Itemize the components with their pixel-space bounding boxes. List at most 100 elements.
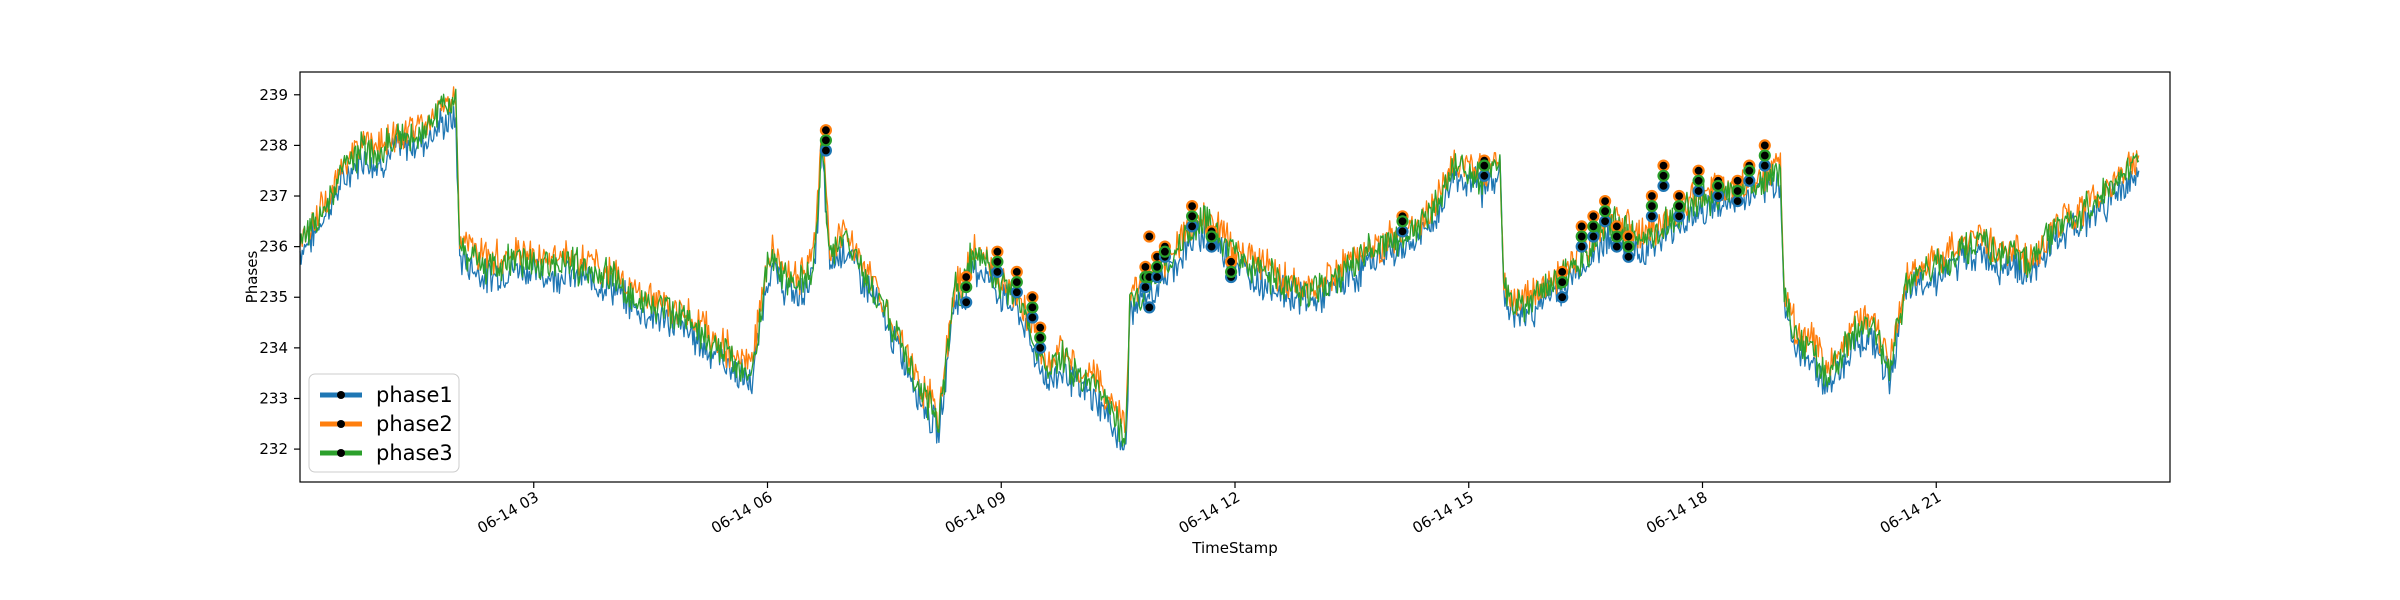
anomaly-point-phase3 [1674, 201, 1684, 211]
series-line-phase2 [300, 87, 2139, 433]
y-axis-label: Phases [243, 251, 261, 304]
anomaly-point-phase3 [1733, 186, 1743, 196]
anomaly-point-phase2 [1187, 201, 1197, 211]
anomaly-point-phase3 [1207, 232, 1217, 242]
anomaly-point-phase3 [1187, 211, 1197, 221]
anomaly-markers [821, 125, 1770, 353]
anomaly-point-phase2 [1027, 292, 1037, 302]
anomaly-point-phase1 [1600, 216, 1610, 226]
anomaly-point-phase3 [1694, 176, 1704, 186]
legend-label-phase2: phase2 [376, 412, 453, 436]
anomaly-point-phase1 [1612, 242, 1622, 252]
anomaly-point-phase3 [1012, 277, 1022, 287]
anomaly-point-phase2 [1694, 166, 1704, 176]
anomaly-point-phase3 [1588, 221, 1598, 231]
anomaly-point-phase3 [1027, 302, 1037, 312]
anomaly-point-phase1 [1012, 287, 1022, 297]
anomaly-point-phase3 [1760, 151, 1770, 161]
anomaly-point-phase1 [1744, 176, 1754, 186]
x-tick-label: 06-14 18 [1643, 488, 1710, 537]
anomaly-point-phase3 [1713, 181, 1723, 191]
anomaly-point-phase1 [992, 267, 1002, 277]
anomaly-point-phase3 [1035, 333, 1045, 343]
y-tick-label: 239 [259, 86, 288, 104]
anomaly-point-phase2 [1012, 267, 1022, 277]
legend-marker-phase3 [337, 449, 345, 457]
anomaly-point-phase1 [1398, 226, 1408, 236]
anomaly-point-phase3 [1612, 232, 1622, 242]
y-tick-label: 235 [259, 288, 288, 306]
y-tick-label: 233 [259, 389, 288, 407]
legend-marker-phase2 [337, 420, 345, 428]
anomaly-point-phase3 [992, 257, 1002, 267]
anomaly-point-phase2 [1674, 191, 1684, 201]
anomaly-point-phase3 [961, 282, 971, 292]
anomaly-point-phase3 [1398, 216, 1408, 226]
x-axis-label: TimeStamp [1191, 539, 1277, 557]
anomaly-point-phase3 [1624, 242, 1634, 252]
anomaly-point-phase1 [1479, 171, 1489, 181]
anomaly-point-phase1 [1140, 282, 1150, 292]
legend-label-phase3: phase3 [376, 441, 453, 465]
anomaly-point-phase3 [1160, 247, 1170, 257]
anomaly-point-phase1 [1733, 196, 1743, 206]
anomaly-point-phase1 [1187, 221, 1197, 231]
anomaly-point-phase3 [1557, 277, 1567, 287]
anomaly-point-phase2 [1144, 232, 1154, 242]
x-axis: 06-14 03 06-14 06 06-14 09 06-14 12 06-14 15… [474, 482, 1944, 537]
anomaly-point-phase2 [1588, 211, 1598, 221]
anomaly-point-phase2 [1624, 232, 1634, 242]
anomaly-point-phase1 [821, 146, 831, 156]
y-tick-label: 236 [259, 238, 288, 256]
series-line-phase1 [300, 107, 2139, 450]
y-tick-label: 237 [259, 187, 288, 205]
anomaly-point-phase3 [1659, 171, 1669, 181]
anomaly-point-phase1 [1647, 211, 1657, 221]
anomaly-point-phase1 [1588, 232, 1598, 242]
anomaly-point-phase3 [1152, 262, 1162, 272]
anomaly-point-phase1 [1027, 313, 1037, 323]
anomaly-point-phase2 [1035, 323, 1045, 333]
anomaly-point-phase1 [1152, 272, 1162, 282]
legend-marker-phase1 [337, 391, 345, 399]
series-lines [300, 87, 2139, 450]
anomaly-point-phase1 [1760, 161, 1770, 171]
anomaly-point-phase1 [1694, 186, 1704, 196]
anomaly-point-phase1 [1674, 211, 1684, 221]
x-tick-label: 06-14 15 [1409, 488, 1476, 537]
anomaly-point-phase3 [1647, 201, 1657, 211]
anomaly-point-phase1 [1557, 292, 1567, 302]
anomaly-point-phase2 [1760, 140, 1770, 150]
x-tick-label: 06-14 12 [1176, 488, 1243, 537]
anomaly-point-phase1 [1624, 252, 1634, 262]
anomaly-point-phase2 [1557, 267, 1567, 277]
anomaly-point-phase2 [992, 247, 1002, 257]
y-tick-label: 238 [259, 136, 288, 154]
legend-label-phase1: phase1 [376, 383, 453, 407]
x-tick-label: 06-14 21 [1877, 488, 1944, 537]
anomaly-point-phase1 [1659, 181, 1669, 191]
x-tick-label: 06-14 06 [708, 488, 775, 537]
anomaly-point-phase1 [961, 297, 971, 307]
anomaly-point-phase1 [1144, 302, 1154, 312]
anomaly-point-phase3 [1744, 166, 1754, 176]
y-tick-label: 232 [259, 440, 288, 458]
anomaly-point-phase2 [1647, 191, 1657, 201]
anomaly-point-phase2 [1600, 196, 1610, 206]
anomaly-point-phase1 [1207, 242, 1217, 252]
series-line-phase3 [300, 89, 2139, 446]
anomaly-point-phase3 [1226, 267, 1236, 277]
anomaly-point-phase1 [1577, 242, 1587, 252]
anomaly-point-phase2 [1577, 221, 1587, 231]
anomaly-point-phase3 [1479, 161, 1489, 171]
anomaly-point-phase3 [1577, 232, 1587, 242]
anomaly-point-phase2 [961, 272, 971, 282]
anomaly-point-phase2 [1226, 257, 1236, 267]
x-tick-label: 06-14 09 [942, 488, 1009, 537]
anomaly-point-phase2 [1612, 221, 1622, 231]
y-tick-label: 234 [259, 339, 288, 357]
anomaly-point-phase3 [821, 135, 831, 145]
anomaly-point-phase2 [1140, 262, 1150, 272]
anomaly-point-phase1 [1035, 343, 1045, 353]
